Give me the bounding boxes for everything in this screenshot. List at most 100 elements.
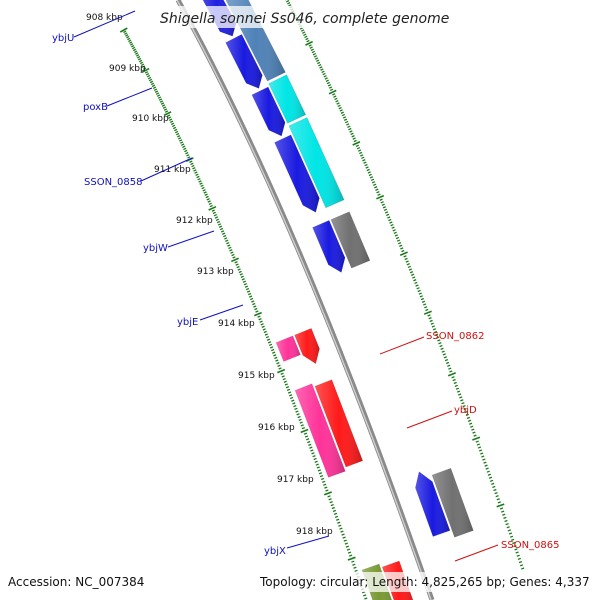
- tick-mark-outer: [240, 275, 244, 278]
- tick-mark-outer: [157, 96, 162, 99]
- tick-mark-outer: [197, 177, 201, 181]
- tick-mark-outer: [128, 39, 132, 43]
- tick-mark-inner: [341, 113, 346, 117]
- tick-mark-outer: [252, 302, 256, 306]
- tick-mark-outer: [258, 318, 262, 321]
- tick-mark-inner: [481, 455, 485, 458]
- tick-mark-outer: [206, 198, 210, 201]
- tick-mark-outer: [254, 307, 258, 311]
- tick-mark-outer: [352, 563, 356, 566]
- tick-mark-inner: [463, 407, 467, 411]
- tick-mark-inner: [375, 188, 379, 191]
- tick-mark-outer: [271, 348, 275, 352]
- tick-mark-inner: [499, 507, 504, 510]
- tick-mark-inner: [303, 33, 307, 37]
- tick-mark-outer: [198, 180, 202, 183]
- tick-mark-inner: [453, 381, 457, 385]
- tick-mark-inner: [442, 353, 446, 356]
- tick-mark-outer: [150, 82, 155, 86]
- tick-mark-outer: [119, 27, 128, 33]
- tick-mark-outer: [204, 193, 208, 196]
- tick-mark-outer: [151, 84, 156, 88]
- tick-mark-outer: [137, 57, 142, 61]
- tick-mark-outer: [297, 415, 301, 419]
- leader-line: [286, 535, 330, 549]
- tick-mark-outer: [261, 325, 265, 329]
- tick-mark-inner: [506, 526, 510, 529]
- tick-mark-outer: [301, 426, 305, 430]
- gene-label-SSON_0858[interactable]: SSON_0858: [84, 177, 143, 188]
- tick-mark-inner: [333, 95, 337, 98]
- tick-mark-inner: [485, 467, 489, 470]
- tick-mark-outer: [211, 209, 215, 212]
- tick-mark-inner: [287, 2, 291, 5]
- tick-mark-inner: [517, 557, 521, 561]
- tick-mark-inner: [315, 59, 320, 63]
- tick-mark-inner: [455, 387, 460, 390]
- gene-label-SSON_0865[interactable]: SSON_0865: [501, 540, 560, 551]
- tick-mark-outer: [234, 261, 238, 264]
- tick-mark-outer: [153, 88, 158, 91]
- tick-mark-outer: [317, 469, 322, 472]
- tick-mark-outer: [190, 162, 194, 166]
- tick-mark-outer: [353, 566, 357, 569]
- tick-mark-outer: [217, 223, 222, 226]
- gene-label-ybjD[interactable]: ybjD: [454, 405, 477, 416]
- tick-mark-inner: [342, 116, 347, 119]
- tick-mark-outer: [253, 305, 257, 308]
- tick-mark-outer: [244, 285, 249, 288]
- tick-mark-outer: [298, 418, 302, 421]
- tick-mark-outer: [266, 338, 271, 341]
- tick-mark-inner: [401, 249, 405, 253]
- tick-mark-inner: [408, 268, 413, 271]
- tick-mark-inner: [319, 66, 323, 69]
- tick-mark-inner: [394, 234, 398, 237]
- tick-mark-inner: [387, 216, 391, 219]
- tick-mark-outer: [259, 320, 263, 323]
- tick-mark-inner: [483, 461, 487, 464]
- tick-mark-inner: [324, 77, 328, 80]
- tick-mark-outer: [156, 94, 161, 97]
- tick-mark-outer: [282, 377, 286, 381]
- tick-mark-inner: [347, 125, 351, 128]
- tick-mark-outer: [246, 290, 251, 293]
- tick-mark-outer: [136, 56, 141, 59]
- tick-mark-outer: [253, 311, 262, 317]
- tick-mark-outer: [339, 527, 343, 530]
- tick-mark-outer: [283, 380, 287, 383]
- gene-label-ybjX[interactable]: ybjX: [264, 546, 286, 557]
- tick-mark-inner: [325, 79, 329, 83]
- tick-mark-inner: [480, 452, 484, 455]
- tick-mark-outer: [178, 137, 182, 140]
- gene-label-ybjW[interactable]: ybjW: [143, 243, 168, 254]
- tick-mark-outer: [337, 521, 341, 524]
- tick-mark-outer: [170, 122, 175, 126]
- tick-mark-inner: [323, 75, 327, 78]
- gene-label-ybjE[interactable]: ybjE: [177, 317, 198, 328]
- tick-mark-inner: [489, 479, 494, 482]
- tick-mark-outer: [308, 443, 312, 447]
- leader-line: [167, 230, 215, 248]
- gene-label-ybjU[interactable]: ybjU: [52, 33, 74, 44]
- tick-mark-outer: [164, 110, 169, 113]
- tick-mark-outer: [200, 184, 204, 188]
- tick-mark-inner: [362, 159, 366, 162]
- tick-mark-inner: [468, 422, 473, 425]
- tick-mark-outer: [192, 167, 196, 170]
- tick-mark-inner: [338, 106, 342, 110]
- tick-mark-inner: [305, 40, 313, 46]
- tick-mark-inner: [379, 198, 383, 201]
- tick-mark-outer: [225, 239, 229, 242]
- tick-mark-outer: [209, 204, 213, 208]
- tick-mark-outer: [276, 362, 280, 365]
- tick-mark-inner: [511, 538, 515, 541]
- gene-label-SSON_0862[interactable]: SSON_0862: [426, 331, 485, 342]
- tick-mark-inner: [317, 61, 321, 65]
- tick-mark-outer: [307, 440, 311, 444]
- tick-mark-inner: [337, 104, 341, 108]
- tick-mark-outer: [296, 413, 300, 416]
- gene-label-poxB[interactable]: poxB: [83, 102, 108, 113]
- tick-labels: 908 kbp 909 kbp 910 kbp 911 kbp 912 kbp …: [86, 13, 333, 537]
- tick-mark-outer: [182, 145, 186, 149]
- tick-mark-inner: [305, 37, 309, 41]
